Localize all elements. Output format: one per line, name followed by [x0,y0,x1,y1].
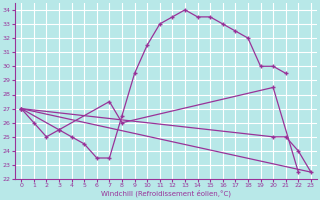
X-axis label: Windchill (Refroidissement éolien,°C): Windchill (Refroidissement éolien,°C) [101,190,231,197]
